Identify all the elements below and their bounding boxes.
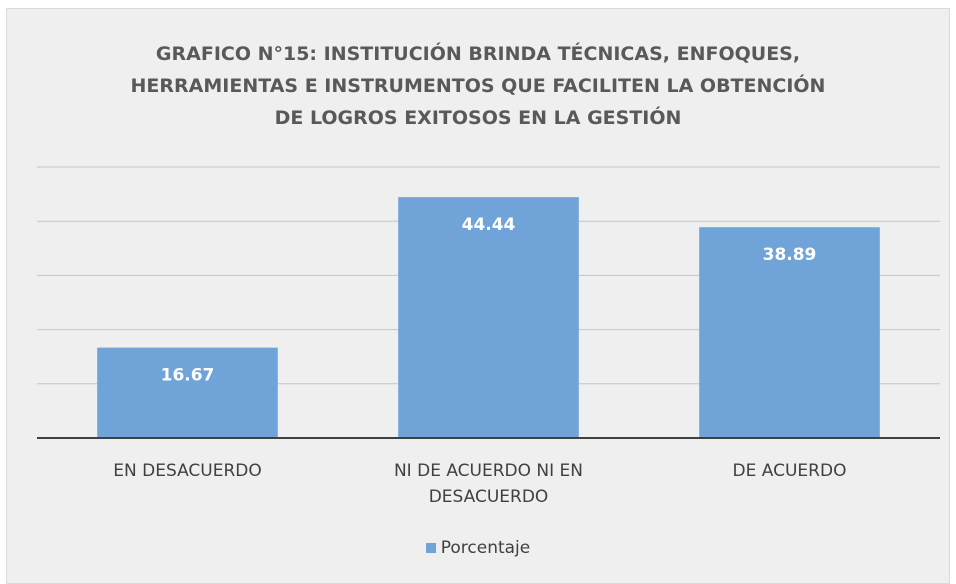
legend: Porcentaje bbox=[0, 538, 956, 558]
bar bbox=[398, 197, 579, 438]
x-tick-label: EN DESACUERDO bbox=[113, 461, 262, 481]
legend-swatch bbox=[425, 543, 436, 553]
value-label: 16.67 bbox=[161, 366, 215, 386]
value-label: 38.89 bbox=[763, 245, 817, 265]
value-label: 44.44 bbox=[462, 215, 516, 235]
chart-title: GRAFICO N°15: INSTITUCIÓN BRINDA TÉCNICA… bbox=[130, 43, 826, 129]
bar bbox=[699, 227, 880, 438]
x-tick-label: DE ACUERDO bbox=[732, 461, 847, 481]
x-tick-label: NI DE ACUERDO NI EN DESACUERDO bbox=[393, 461, 584, 507]
legend-label: Porcentaje bbox=[440, 538, 531, 558]
bar bbox=[97, 347, 278, 438]
